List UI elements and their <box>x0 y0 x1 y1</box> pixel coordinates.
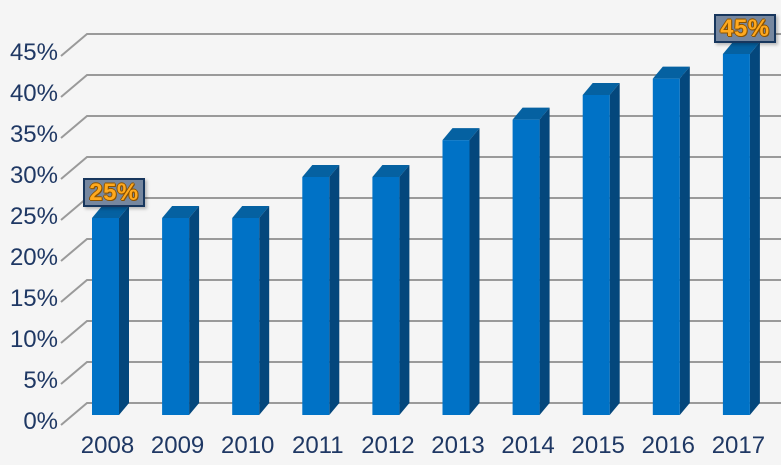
bar-front-face-2016 <box>652 78 680 415</box>
bar-side-face-2015 <box>609 83 620 415</box>
gridline-45% <box>60 33 781 57</box>
gridline-30% <box>60 156 781 180</box>
gridline-10% <box>60 320 781 344</box>
bar-2015 <box>582 83 620 415</box>
bar-2008 <box>92 206 129 415</box>
gridline-0% <box>60 402 781 426</box>
x-axis-tick-label-2015: 2015 <box>572 432 625 459</box>
data-label-callout-2017: 45% <box>713 14 776 43</box>
bar-top-face-2013 <box>442 128 480 141</box>
y-axis-tick-label-20%: 20% <box>10 244 58 271</box>
y-axis-tick-label-10%: 10% <box>10 326 58 353</box>
gridline-40% <box>60 74 781 98</box>
x-axis-tick-label-2017: 2017 <box>712 432 765 459</box>
gridline-35% <box>60 115 781 139</box>
bar-front-face-2012 <box>372 177 400 415</box>
bar-2011 <box>302 165 340 415</box>
bar-side-face-2016 <box>679 66 690 415</box>
bar-top-face-2009 <box>162 206 200 218</box>
y-axis-tick-label-15%: 15% <box>10 285 58 312</box>
bar-front-face-2011 <box>302 177 330 415</box>
x-axis-tick-label-2016: 2016 <box>642 432 695 459</box>
y-axis-tick-label-35%: 35% <box>10 121 58 148</box>
x-axis-tick-label-2011: 2011 <box>292 432 344 459</box>
x-axis-tick-label-2008: 2008 <box>81 432 134 459</box>
x-axis-tick-label-2009: 2009 <box>151 432 204 459</box>
bar-front-face-2014 <box>512 119 540 415</box>
bar-front-face-2010 <box>232 218 260 415</box>
x-axis-tick-label-2014: 2014 <box>501 432 554 459</box>
x-axis-tick-label-2013: 2013 <box>431 432 484 459</box>
bar-front-face-2013 <box>442 140 470 415</box>
bar-2010 <box>232 206 270 415</box>
bar-2017 <box>722 42 760 415</box>
bar-side-face-2014 <box>539 107 550 415</box>
data-label-text: 25% <box>89 178 139 206</box>
x-axis-tick-label-2010: 2010 <box>221 432 274 459</box>
bar-front-face-2015 <box>582 95 610 415</box>
bar-top-face-2008 <box>92 206 129 218</box>
gridline-5% <box>60 361 781 385</box>
data-label-callout-2008: 25% <box>83 178 145 207</box>
bar-2014 <box>512 107 550 415</box>
bar-front-face-2008 <box>92 218 119 415</box>
bar-front-face-2009 <box>162 218 190 415</box>
bar-2009 <box>162 206 200 415</box>
gridline-15% <box>60 279 781 303</box>
bar-side-face-2008 <box>119 206 129 415</box>
y-axis-tick-label-40%: 40% <box>10 80 58 107</box>
y-axis-tick-label-45%: 45% <box>10 39 58 66</box>
bar-side-face-2012 <box>399 165 410 415</box>
gridline-20% <box>60 238 781 262</box>
y-axis-tick-label-25%: 25% <box>10 203 58 230</box>
bar-side-face-2010 <box>259 206 270 415</box>
bar-side-face-2017 <box>749 42 760 415</box>
bar-top-face-2017 <box>722 42 760 54</box>
bar-2013 <box>442 128 480 415</box>
y-axis-tick-label-0%: 0% <box>23 408 58 435</box>
bar-2016 <box>652 66 690 415</box>
data-label-text: 45% <box>720 14 770 42</box>
y-axis-tick-label-30%: 30% <box>10 162 58 189</box>
bar-top-face-2014 <box>512 107 550 120</box>
bar-side-face-2013 <box>469 128 480 415</box>
bar-side-face-2011 <box>329 165 340 415</box>
y-axis-tick-label-5%: 5% <box>23 367 58 394</box>
bar-top-face-2011 <box>302 165 340 177</box>
bar-top-face-2016 <box>652 66 690 79</box>
bar-top-face-2015 <box>582 83 620 95</box>
bar-top-face-2010 <box>232 206 270 218</box>
bar-2012 <box>372 165 410 415</box>
bar-front-face-2017 <box>722 54 750 415</box>
bar-side-face-2009 <box>189 206 200 415</box>
x-axis-tick-label-2012: 2012 <box>361 432 414 459</box>
bar-top-face-2012 <box>372 165 410 177</box>
